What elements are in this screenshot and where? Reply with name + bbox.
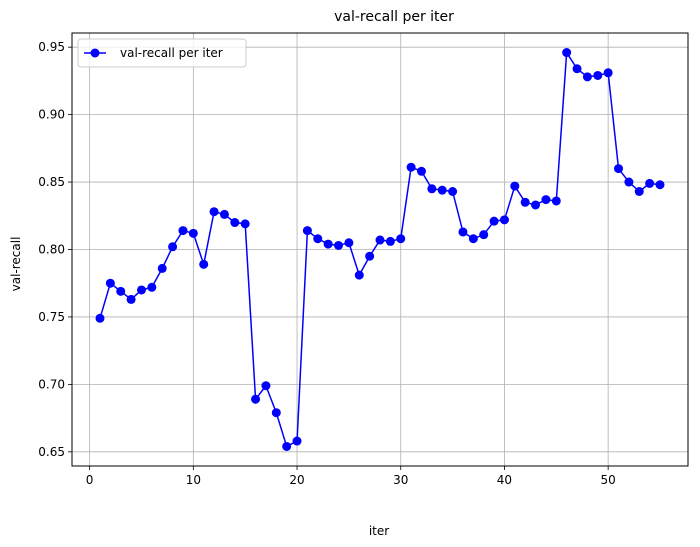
data-point [427, 184, 437, 194]
legend-marker [90, 48, 100, 58]
data-point [157, 263, 167, 273]
data-point [365, 251, 375, 261]
data-point [105, 278, 115, 288]
data-point [136, 285, 146, 295]
y-tick-label: 0.75 [38, 310, 65, 324]
y-axis: 0.65 0.70 0.75 0.80 0.85 0.90 0.95 [38, 40, 72, 459]
x-axis: 0 10 20 30 40 50 [86, 466, 616, 487]
data-point [510, 181, 520, 191]
y-tick-label: 0.80 [38, 243, 65, 257]
data-point [271, 408, 281, 418]
data-point [375, 235, 385, 245]
data-point [95, 313, 105, 323]
x-axis-label: iter [369, 524, 389, 538]
data-point [116, 286, 126, 296]
data-point [437, 185, 447, 195]
data-point [645, 178, 655, 188]
legend-box [77, 38, 247, 68]
data-point [406, 162, 416, 172]
legend: val-recall per iter [77, 38, 247, 68]
data-point [219, 209, 229, 219]
x-tick-label: 0 [86, 473, 94, 487]
data-point [240, 219, 250, 229]
data-point [551, 196, 561, 206]
data-point [292, 436, 302, 446]
data-point [282, 441, 292, 451]
y-tick-label: 0.65 [38, 445, 65, 459]
data-point [251, 394, 261, 404]
data-point [593, 70, 603, 80]
data-point [520, 197, 530, 207]
data-point [655, 180, 665, 190]
data-point [344, 238, 354, 248]
data-point [354, 270, 364, 280]
data-point [489, 216, 499, 226]
data-point [334, 240, 344, 250]
y-tick-label: 0.85 [38, 175, 65, 189]
data-point [541, 195, 551, 205]
data-point [147, 282, 157, 292]
x-tick-label: 10 [186, 473, 201, 487]
y-tick-label: 0.70 [38, 377, 65, 391]
series-layer [95, 48, 665, 451]
data-point [209, 207, 219, 217]
data-point [188, 228, 198, 238]
grid [72, 33, 688, 466]
data-point [562, 48, 572, 58]
data-point [302, 226, 312, 236]
y-tick-label: 0.90 [38, 108, 65, 122]
data-point [396, 234, 406, 244]
x-tick-label: 50 [601, 473, 616, 487]
y-tick-label: 0.95 [38, 40, 65, 54]
data-point [313, 234, 323, 244]
data-point [531, 200, 541, 210]
data-point [230, 218, 240, 228]
legend-label: val-recall per iter [120, 46, 223, 60]
data-point [603, 68, 613, 78]
data-point [582, 72, 592, 82]
data-point [448, 186, 458, 196]
y-axis-label: val-recall [9, 237, 23, 292]
data-point [385, 236, 395, 246]
data-point [178, 226, 188, 236]
data-point [126, 294, 136, 304]
data-point [634, 186, 644, 196]
data-point [468, 234, 478, 244]
data-point [479, 230, 489, 240]
data-point [323, 239, 333, 249]
x-tick-label: 40 [497, 473, 512, 487]
data-point [199, 259, 209, 269]
data-point [458, 227, 468, 237]
data-point [624, 177, 634, 187]
data-point [499, 215, 509, 225]
chart-title: val-recall per iter [334, 9, 454, 25]
data-point [168, 242, 178, 252]
data-point [416, 166, 426, 176]
x-tick-label: 30 [393, 473, 408, 487]
data-point [261, 381, 271, 391]
data-point [614, 164, 624, 174]
x-tick-label: 20 [289, 473, 304, 487]
data-point [572, 64, 582, 74]
